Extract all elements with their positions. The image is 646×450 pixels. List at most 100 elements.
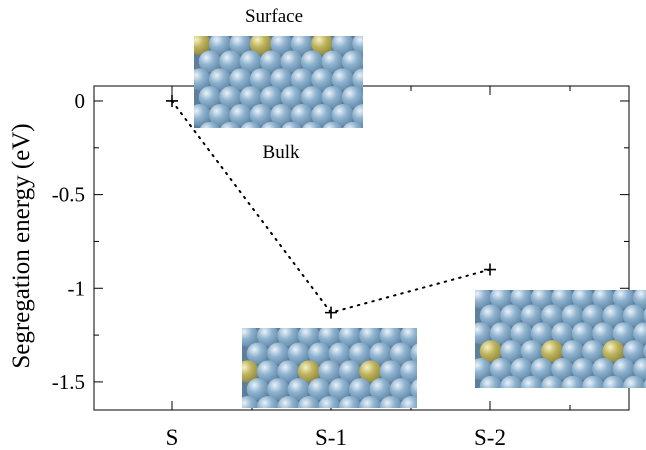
host-atom xyxy=(261,121,282,128)
host-atom xyxy=(475,290,492,309)
host-atom xyxy=(328,342,351,365)
series-line xyxy=(171,99,491,314)
host-atom xyxy=(229,103,252,126)
host-atom xyxy=(561,340,584,363)
host-atom xyxy=(331,36,354,55)
surface-structure-inset-s2 xyxy=(475,290,646,388)
host-atom xyxy=(500,375,523,388)
host-atom xyxy=(338,360,361,383)
host-atom xyxy=(208,68,231,91)
host-atom xyxy=(308,378,331,401)
host-atom xyxy=(410,343,417,364)
host-atom xyxy=(541,304,564,327)
host-atom xyxy=(267,378,290,401)
host-atom xyxy=(311,68,334,91)
host-atom xyxy=(510,357,533,380)
host-atom xyxy=(287,378,310,401)
host-atom xyxy=(290,103,313,126)
host-atom xyxy=(622,304,645,327)
y-axis-ticks: 0 -0.5 -1 -1.5 xyxy=(52,89,629,394)
host-atom xyxy=(219,50,242,73)
host-atom xyxy=(290,36,313,55)
host-atom xyxy=(369,378,392,401)
host-atom xyxy=(318,395,341,408)
host-atom xyxy=(582,340,605,363)
host-atom xyxy=(592,357,615,380)
host-atom xyxy=(633,290,646,309)
host-atom xyxy=(229,36,252,55)
solute-atom xyxy=(297,360,320,383)
host-atom xyxy=(343,121,363,128)
surface-label: Surface xyxy=(245,6,303,27)
host-atom xyxy=(571,322,594,345)
host-atom xyxy=(362,93,363,101)
host-atom xyxy=(510,322,533,345)
host-atom xyxy=(643,308,646,323)
host-atom xyxy=(287,342,310,365)
y-axis-title: Segregation energy (eV) xyxy=(8,123,35,368)
host-atom xyxy=(208,36,231,55)
host-atom xyxy=(260,86,283,109)
solute-atom xyxy=(602,340,625,363)
host-atom xyxy=(633,357,646,380)
host-atom xyxy=(612,357,635,380)
host-atom xyxy=(379,395,402,408)
host-atom xyxy=(551,357,574,380)
host-atom xyxy=(246,342,269,365)
solute-atom xyxy=(541,340,564,363)
host-atom xyxy=(270,36,293,55)
host-atom xyxy=(239,86,262,109)
host-atom xyxy=(622,340,645,363)
host-atom xyxy=(400,360,417,383)
host-atom xyxy=(633,322,646,345)
host-atom xyxy=(592,290,615,309)
host-atom xyxy=(249,68,272,91)
host-atom xyxy=(400,328,417,347)
host-atom xyxy=(362,122,384,144)
host-atom xyxy=(341,86,363,109)
host-atom xyxy=(331,103,354,126)
host-atom xyxy=(260,50,283,73)
host-atom xyxy=(612,322,635,345)
host-atom xyxy=(302,121,322,128)
x-category-label: S-1 xyxy=(315,425,347,450)
host-atom xyxy=(602,304,625,327)
data-point-marker xyxy=(166,94,178,107)
host-atom xyxy=(362,57,363,66)
host-atom xyxy=(194,68,211,91)
host-atom xyxy=(489,322,512,345)
y-tick-label: -0.5 xyxy=(52,183,85,207)
host-atom xyxy=(328,378,351,401)
host-atom xyxy=(400,395,417,408)
surface-structure-inset-s xyxy=(194,36,384,144)
host-atom xyxy=(246,378,269,401)
host-atom xyxy=(582,304,605,327)
host-atom xyxy=(500,304,523,327)
host-atom xyxy=(520,340,543,363)
solute-atom xyxy=(242,360,259,383)
host-atom xyxy=(322,121,343,128)
host-atom xyxy=(359,395,382,408)
host-atom xyxy=(612,290,635,309)
host-atom xyxy=(389,378,412,401)
host-atom xyxy=(510,290,533,309)
x-category-label: S-2 xyxy=(474,425,506,450)
data-point-marker xyxy=(484,263,496,276)
host-atom xyxy=(199,121,220,128)
solute-atom xyxy=(311,36,334,55)
host-atom xyxy=(410,379,417,400)
host-atom xyxy=(602,375,625,388)
host-atom xyxy=(352,36,363,55)
host-atom xyxy=(242,395,259,408)
host-atom xyxy=(643,379,646,388)
host-atom xyxy=(280,50,303,73)
host-atom xyxy=(256,328,279,347)
host-atom xyxy=(551,322,574,345)
host-atom xyxy=(198,86,221,109)
data-point-marker xyxy=(325,306,337,319)
host-atom xyxy=(311,103,334,126)
host-atom xyxy=(220,121,241,128)
host-atom xyxy=(297,328,320,347)
host-atom xyxy=(479,375,502,388)
host-atom xyxy=(239,50,262,73)
